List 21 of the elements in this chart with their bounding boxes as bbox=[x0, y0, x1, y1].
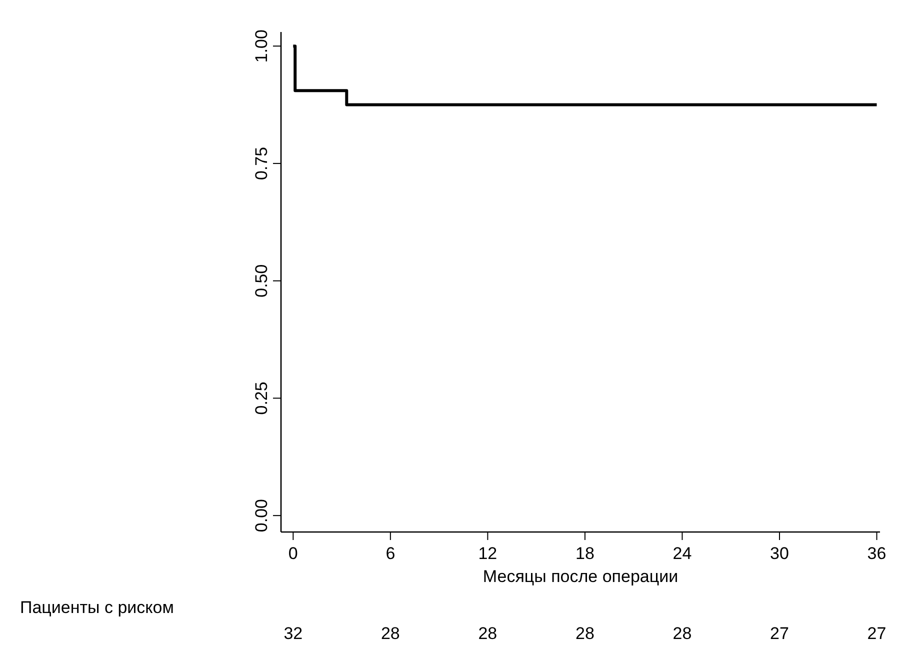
text: 28 bbox=[672, 624, 692, 643]
x-axis-title: Месяцы после операции bbox=[482, 567, 678, 586]
x-tick-label: 6 bbox=[386, 544, 396, 563]
x-tick-label: 12 bbox=[478, 544, 498, 563]
text: 28 bbox=[478, 624, 498, 643]
x-tick-label: 18 bbox=[575, 544, 594, 563]
text: 27 bbox=[770, 624, 789, 643]
x-tick-label: 36 bbox=[867, 544, 886, 563]
text: Пациенты с риском bbox=[20, 598, 174, 617]
y-tick-label: 0.00 bbox=[252, 499, 271, 532]
text: 27 bbox=[867, 624, 886, 643]
y-tick-label: 0.75 bbox=[252, 146, 271, 180]
text: 28 bbox=[380, 624, 400, 643]
y-tick-label: 0.25 bbox=[252, 382, 271, 415]
y-tick-label: 1.00 bbox=[252, 30, 271, 63]
x-tick-label: 30 bbox=[770, 544, 789, 563]
y-tick-label: 0.50 bbox=[252, 264, 271, 298]
text: 28 bbox=[575, 624, 594, 643]
text: 32 bbox=[284, 624, 303, 643]
x-tick-label: 24 bbox=[672, 544, 692, 563]
x-tick-label: 0 bbox=[288, 544, 298, 563]
